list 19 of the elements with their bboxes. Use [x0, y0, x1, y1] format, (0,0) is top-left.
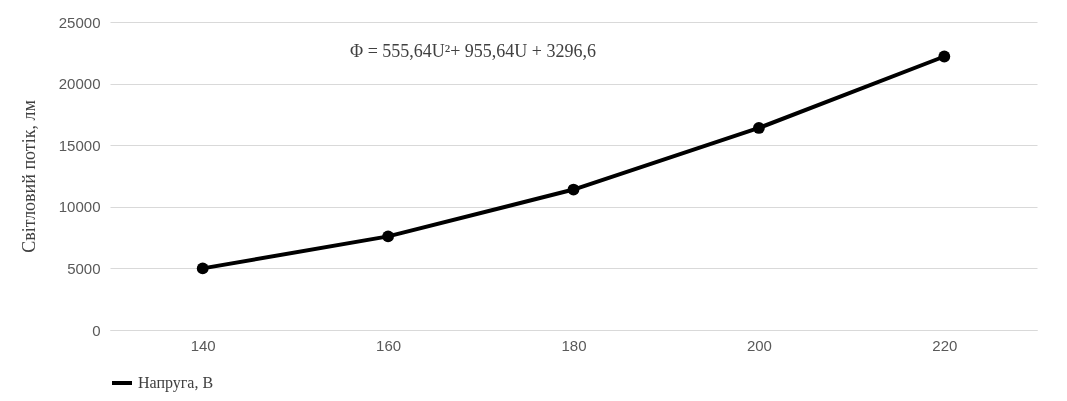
legend-label: Напруга, В: [138, 374, 214, 392]
point: [567, 183, 580, 196]
point: [196, 262, 209, 275]
x-tick-label: 200: [746, 336, 772, 354]
y-tick-label: 15000: [58, 136, 101, 154]
point: [382, 230, 395, 243]
y-tick-label: 20000: [58, 75, 101, 93]
y-tick-label: 0: [92, 321, 101, 339]
x-tick-label: 160: [376, 336, 402, 354]
x-tick-label: 220: [932, 336, 958, 354]
point: [752, 122, 765, 134]
y-tick-label: 25000: [58, 13, 101, 31]
y-tick-label: 5000: [67, 259, 101, 277]
point: [938, 50, 951, 63]
x-tick-label: 180: [561, 336, 587, 354]
x-tick-label: 140: [190, 336, 216, 354]
annotation: Φ = 555,64U²+ 955,64U + 3296,6: [350, 41, 597, 61]
y-tick-label: 10000: [58, 198, 101, 216]
y-axis-title: Світловий потік, лм: [18, 100, 39, 253]
